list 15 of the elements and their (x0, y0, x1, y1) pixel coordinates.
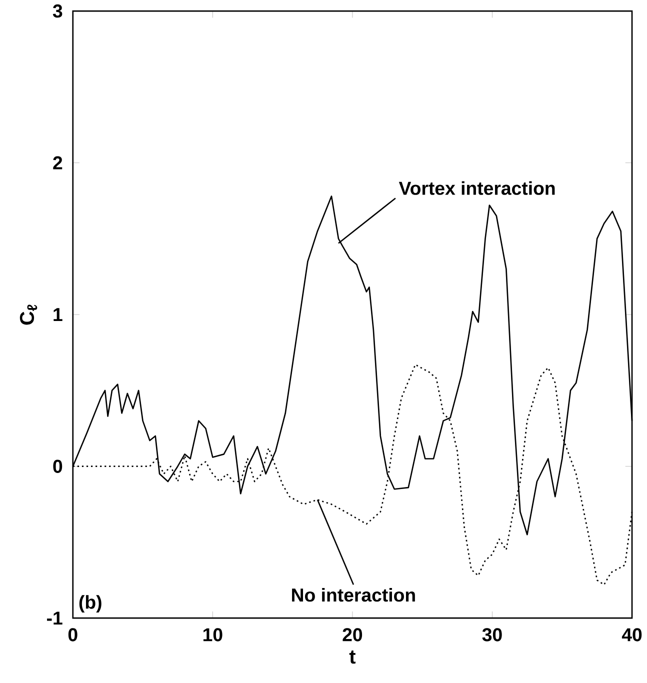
y-tick-label: 1 (54, 308, 62, 321)
y-tick-label: 2 (53, 156, 62, 170)
annotation: (b) (79, 595, 102, 613)
x-tick-label: 30 (482, 628, 502, 642)
annotation: No interaction (292, 588, 415, 602)
annotation: Vortex interaction (398, 181, 555, 195)
y-axis-title: C$_{ℓ}$ (20, 304, 38, 325)
x-tick-label: 20 (342, 628, 362, 642)
y-tick-label: 0 (53, 460, 62, 473)
x-tick-label: 0 (68, 628, 78, 642)
x-tick-label: 40 (622, 628, 642, 642)
y-tick-label: 3 (52, 4, 62, 18)
y-tick-label: -1 (47, 612, 62, 625)
x-tick-label: 10 (203, 628, 222, 642)
x-axis-title: t (349, 650, 356, 664)
